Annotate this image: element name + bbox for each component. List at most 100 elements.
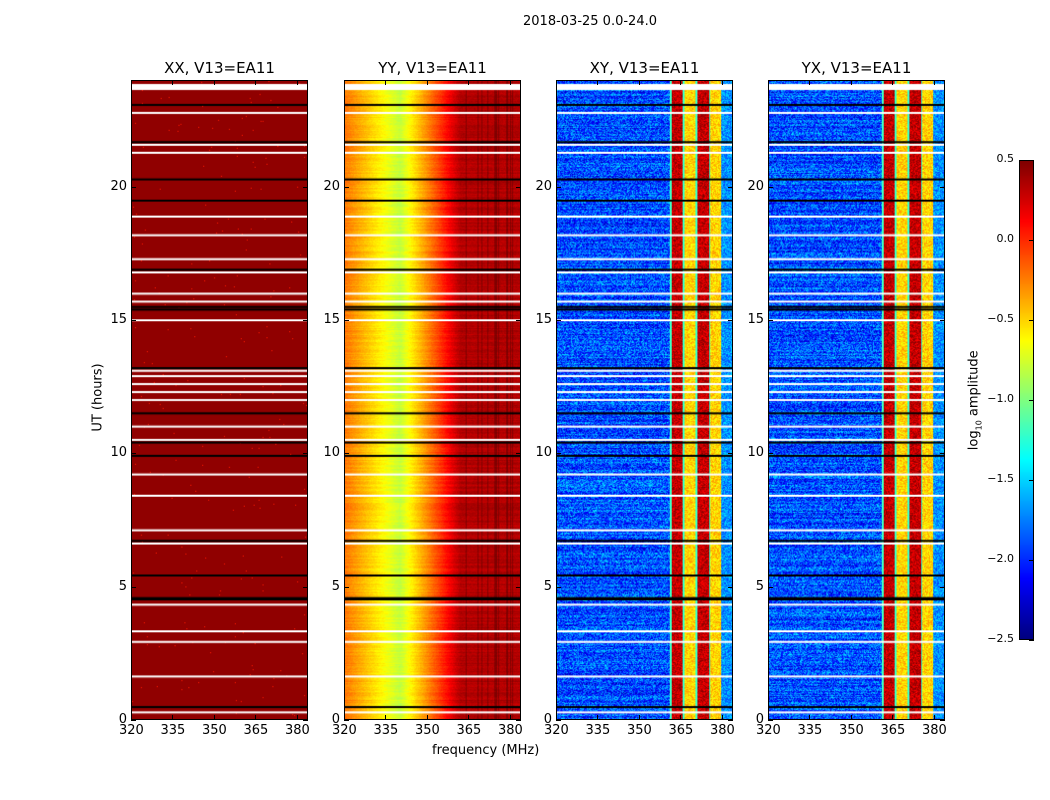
- x-axis-label: frequency (MHz): [432, 743, 540, 758]
- x-tick-mark: [344, 715, 345, 720]
- x-tick-mark: [768, 715, 769, 720]
- x-tick-mark: [597, 715, 599, 720]
- x-tick-mark: [426, 80, 428, 85]
- x-tick-label: 335: [797, 723, 823, 738]
- x-tick-mark: [638, 80, 640, 85]
- x-tick-mark: [255, 80, 257, 85]
- y-tick-mark: [303, 586, 308, 588]
- x-tick-mark: [344, 80, 345, 85]
- x-tick-label: 320: [756, 723, 781, 738]
- x-tick-mark: [509, 715, 511, 720]
- y-tick-mark: [768, 586, 773, 588]
- heatmap-panel-xy: [556, 80, 733, 720]
- x-tick-label: 365: [668, 723, 694, 738]
- y-tick-mark: [344, 186, 349, 188]
- x-tick-mark: [768, 80, 769, 85]
- x-tick-mark: [721, 715, 723, 720]
- x-tick-label: 365: [456, 723, 482, 738]
- colorbar-tick-mark: [1029, 320, 1034, 321]
- x-tick-label: 365: [243, 723, 269, 738]
- x-tick-label: 350: [626, 723, 652, 738]
- y-tick-mark: [516, 453, 521, 455]
- y-tick-mark: [728, 720, 733, 721]
- y-tick-label: 15: [747, 312, 764, 327]
- x-tick-mark: [385, 80, 387, 85]
- x-tick-mark: [850, 80, 852, 85]
- x-tick-mark: [556, 80, 557, 85]
- y-tick-label: 20: [535, 178, 552, 194]
- x-tick-label: 335: [373, 723, 399, 738]
- y-tick-label: 5: [543, 578, 552, 594]
- x-tick-mark: [721, 80, 723, 85]
- x-tick-mark: [850, 715, 852, 720]
- x-tick-mark: [809, 715, 811, 720]
- colorbar-tick-label: −1.0: [987, 392, 1014, 405]
- x-tick-label: 380: [497, 723, 523, 738]
- y-tick-label: 5: [755, 578, 764, 594]
- x-tick-mark: [892, 715, 894, 720]
- colorbar-tick-mark: [1029, 640, 1034, 641]
- x-tick-mark: [296, 715, 298, 720]
- y-tick-mark: [516, 186, 521, 188]
- x-tick-mark: [680, 715, 682, 720]
- y-tick-label: 20: [110, 178, 127, 194]
- x-tick-mark: [680, 80, 682, 85]
- x-tick-mark: [296, 80, 298, 85]
- y-tick-mark: [940, 586, 945, 588]
- y-tick-mark: [556, 586, 561, 588]
- y-tick-mark: [768, 720, 773, 721]
- y-tick-label: 0: [543, 712, 552, 727]
- x-tick-mark: [892, 80, 894, 85]
- y-tick-mark: [556, 186, 561, 188]
- y-tick-label: 10: [110, 445, 127, 461]
- y-tick-mark: [131, 720, 136, 721]
- x-tick-label: 380: [709, 723, 735, 738]
- y-tick-mark: [556, 453, 561, 455]
- x-tick-mark: [131, 80, 132, 85]
- x-tick-label: 320: [332, 723, 357, 738]
- y-tick-mark: [516, 320, 521, 321]
- heatmap-image: [132, 81, 307, 719]
- y-tick-mark: [556, 320, 561, 321]
- y-tick-mark: [131, 186, 136, 188]
- y-tick-mark: [940, 453, 945, 455]
- y-tick-mark: [303, 720, 308, 721]
- colorbar-tick-mark: [1029, 400, 1034, 401]
- y-tick-mark: [940, 720, 945, 721]
- y-tick-label: 15: [535, 312, 552, 327]
- x-tick-mark: [597, 80, 599, 85]
- y-tick-mark: [940, 320, 945, 321]
- x-tick-mark: [468, 80, 470, 85]
- x-tick-mark: [638, 715, 640, 720]
- y-tick-label: 20: [323, 178, 340, 194]
- y-tick-mark: [131, 586, 136, 588]
- x-tick-label: 380: [921, 723, 947, 738]
- x-tick-mark: [809, 80, 811, 85]
- x-tick-mark: [933, 80, 935, 85]
- colorbar-tick-mark: [1029, 480, 1034, 481]
- heatmap-panel-yx: [768, 80, 945, 720]
- x-tick-mark: [131, 715, 132, 720]
- colorbar-tick-label: −1.5: [987, 472, 1014, 485]
- heatmap-image: [345, 81, 520, 719]
- colorbar-tick-label: 0.0: [996, 232, 1015, 245]
- y-tick-mark: [131, 320, 136, 321]
- panel-title-1: YY, V13=EA11: [378, 59, 487, 77]
- x-tick-mark: [468, 715, 470, 720]
- x-tick-label: 350: [414, 723, 440, 738]
- x-tick-label: 320: [119, 723, 144, 738]
- y-tick-mark: [728, 186, 733, 188]
- y-tick-mark: [303, 186, 308, 188]
- heatmap-image: [769, 81, 944, 719]
- y-tick-mark: [768, 186, 773, 188]
- y-tick-label: 0: [118, 712, 127, 727]
- heatmap-panel-yy: [344, 80, 521, 720]
- heatmap-image: [557, 81, 732, 719]
- y-tick-mark: [303, 453, 308, 455]
- y-tick-label: 0: [755, 712, 764, 727]
- y-tick-mark: [344, 586, 349, 588]
- x-tick-label: 380: [284, 723, 310, 738]
- colorbar-tick-mark: [1029, 160, 1034, 161]
- panel-title-0: XX, V13=EA11: [164, 59, 275, 77]
- x-tick-label: 335: [585, 723, 611, 738]
